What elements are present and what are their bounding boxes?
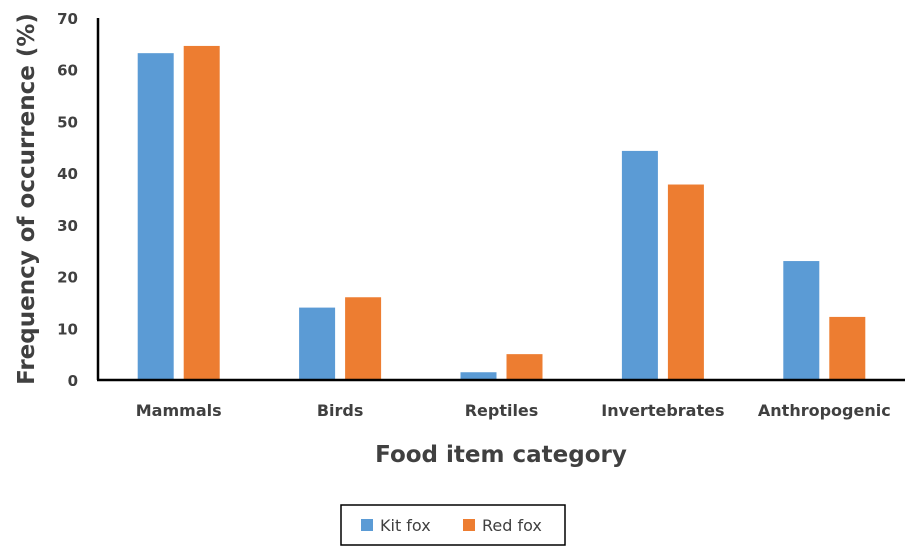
- bar-red-fox-mammals: [183, 45, 220, 380]
- x-tick-label-reptiles: Reptiles: [465, 401, 539, 420]
- y-axis-title: Frequency of occurrence (%): [14, 13, 40, 385]
- legend-swatch-kit-fox: [361, 519, 373, 531]
- bar-kit-fox-invertebrates: [621, 150, 658, 380]
- legend-swatch-red-fox: [463, 519, 475, 531]
- y-tick-label-30: 30: [57, 217, 78, 235]
- y-tick-label-50: 50: [57, 113, 78, 131]
- bar-red-fox-reptiles: [506, 354, 543, 380]
- x-tick-label-invertebrates: Invertebrates: [601, 401, 724, 420]
- legend-box: [340, 504, 566, 546]
- x-tick-label-mammals: Mammals: [136, 401, 222, 420]
- y-tick-label-70: 70: [57, 10, 78, 28]
- bar-kit-fox-anthropogenic: [783, 261, 820, 380]
- bar-kit-fox-reptiles: [460, 372, 497, 380]
- y-tick-label-0: 0: [68, 372, 78, 390]
- y-tick-label-60: 60: [57, 62, 78, 80]
- bar-red-fox-invertebrates: [667, 184, 704, 380]
- legend: Kit fox Red fox: [340, 504, 566, 546]
- y-tick-labels: 0 10 20 30 40 50 60 70: [57, 10, 78, 390]
- bar-kit-fox-mammals: [137, 53, 174, 381]
- y-tick-label-20: 20: [57, 269, 78, 287]
- y-tick-label-10: 10: [57, 320, 78, 338]
- legend-label-kit-fox: Kit fox: [380, 516, 431, 535]
- bars-group: [137, 45, 866, 381]
- bar-red-fox-birds: [345, 297, 382, 380]
- bar-red-fox-anthropogenic: [829, 316, 866, 380]
- x-category-labels: Mammals Birds Reptiles Invertebrates Anthrop…: [136, 401, 891, 420]
- bar-kit-fox-birds: [299, 307, 336, 380]
- x-tick-label-anthropogenic: Anthropogenic: [758, 401, 891, 420]
- legend-label-red-fox: Red fox: [482, 516, 542, 535]
- x-tick-label-birds: Birds: [317, 401, 364, 420]
- y-tick-label-40: 40: [57, 165, 78, 183]
- x-axis-title: Food item category: [375, 442, 627, 468]
